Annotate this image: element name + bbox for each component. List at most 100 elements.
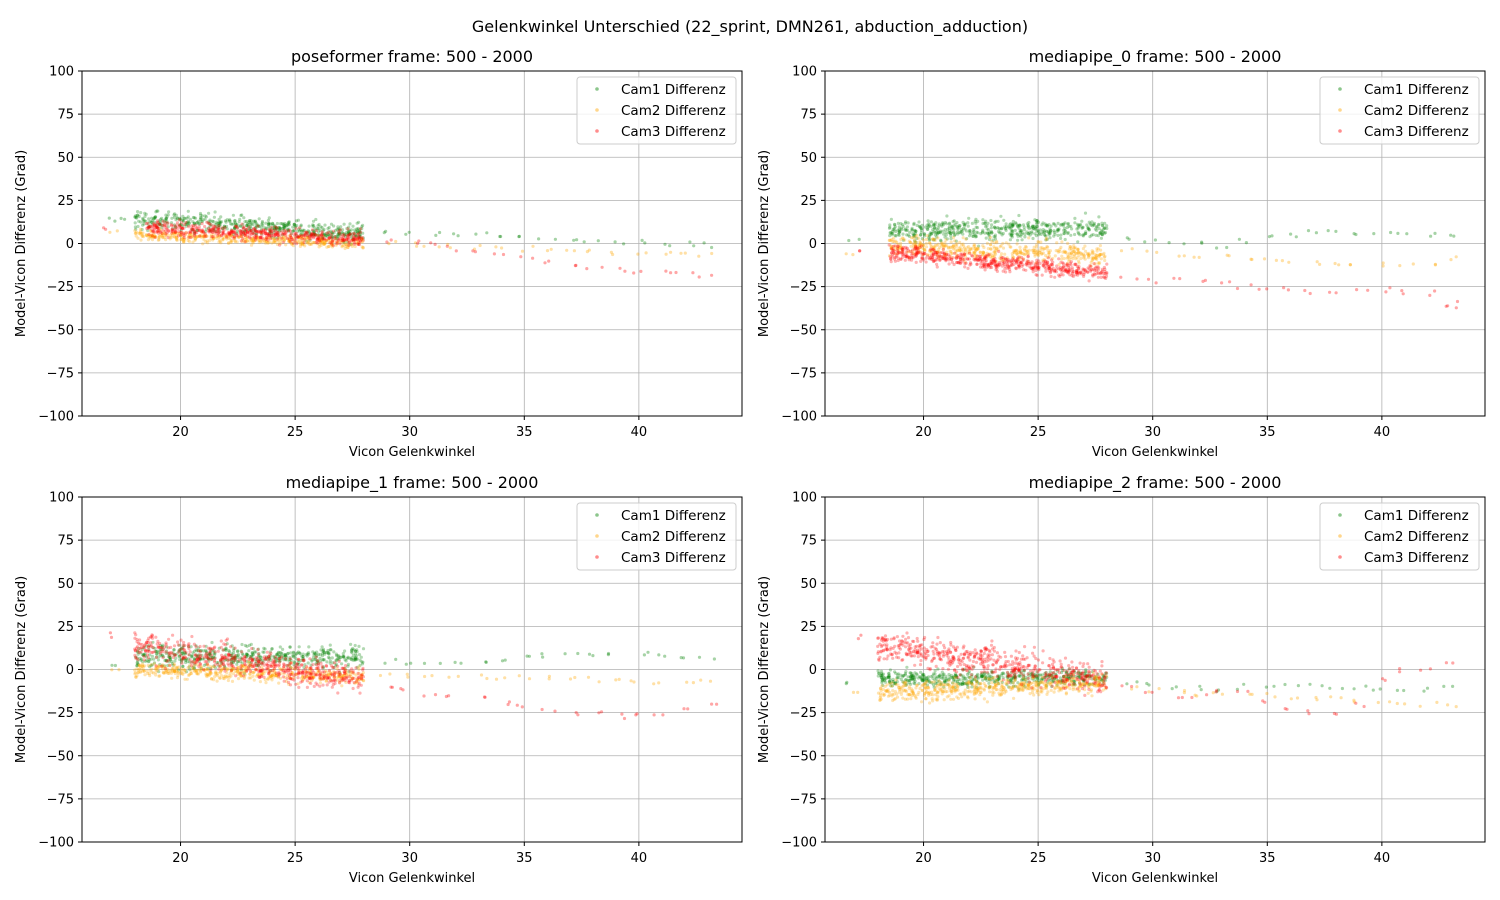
data-point	[323, 237, 327, 241]
data-point	[268, 228, 272, 232]
data-point	[180, 226, 184, 230]
data-point	[1009, 232, 1013, 236]
data-point	[244, 239, 248, 243]
data-point	[316, 227, 320, 231]
data-point	[212, 215, 216, 219]
data-point	[229, 222, 233, 226]
data-point	[299, 232, 303, 236]
data-point	[990, 223, 994, 227]
data-point	[221, 236, 225, 240]
data-point	[1177, 254, 1181, 258]
data-point	[389, 238, 393, 242]
data-point	[146, 225, 150, 229]
data-point	[300, 242, 304, 246]
y-tick-label: 50	[57, 151, 74, 166]
data-point	[330, 236, 334, 240]
data-point	[294, 219, 299, 223]
data-point	[193, 653, 197, 657]
data-point	[890, 237, 894, 242]
data-point	[913, 238, 917, 242]
data-point	[178, 224, 182, 228]
data-point	[282, 238, 286, 242]
data-point	[613, 240, 617, 244]
data-point	[170, 676, 174, 680]
data-point	[947, 258, 951, 262]
data-point	[182, 237, 186, 241]
data-point	[160, 232, 164, 236]
data-point	[639, 269, 643, 273]
data-point	[179, 238, 183, 242]
data-point	[305, 665, 309, 669]
data-point	[1001, 269, 1005, 273]
data-point	[259, 231, 263, 235]
data-point	[851, 253, 855, 257]
data-point	[247, 235, 251, 239]
data-point	[576, 651, 580, 656]
data-point	[1306, 229, 1311, 233]
data-point	[1215, 246, 1219, 250]
data-point	[357, 233, 362, 237]
data-point	[153, 235, 157, 239]
data-point	[1095, 228, 1099, 232]
data-point	[1145, 249, 1149, 253]
data-point	[361, 223, 365, 227]
data-point	[282, 229, 286, 233]
data-point	[268, 222, 273, 226]
data-point	[312, 232, 316, 236]
data-point	[985, 241, 990, 245]
data-point	[981, 218, 985, 222]
data-point	[146, 638, 150, 643]
data-point	[182, 216, 186, 220]
data-point	[235, 225, 239, 229]
data-point	[164, 216, 168, 220]
data-point	[312, 224, 316, 228]
data-point	[309, 232, 313, 236]
data-point	[1057, 267, 1061, 271]
data-point	[309, 681, 313, 686]
scatter-points	[844, 211, 1460, 310]
data-point	[361, 239, 365, 243]
data-point	[267, 222, 271, 226]
data-point	[498, 234, 502, 239]
data-point	[133, 231, 137, 235]
data-point	[1286, 288, 1290, 292]
data-point	[349, 642, 353, 647]
data-point	[266, 221, 271, 225]
x-tick-label: 40	[631, 425, 648, 440]
data-point	[314, 673, 318, 677]
data-point	[710, 245, 714, 250]
data-point	[190, 227, 194, 231]
data-point	[543, 261, 547, 265]
data-point	[172, 648, 176, 652]
data-point	[173, 663, 177, 667]
data-point	[1071, 271, 1075, 276]
data-point	[146, 656, 150, 660]
data-point	[196, 234, 200, 239]
data-point	[146, 671, 150, 676]
data-point	[280, 236, 285, 240]
data-point	[353, 244, 357, 249]
data-point	[214, 226, 218, 230]
data-point	[182, 226, 186, 230]
data-point	[311, 240, 315, 244]
data-point	[686, 707, 690, 711]
data-point	[171, 231, 176, 235]
data-point	[307, 652, 311, 656]
data-point	[378, 673, 383, 678]
data-point	[1056, 250, 1060, 254]
data-point	[1085, 270, 1090, 274]
data-point	[267, 232, 271, 236]
data-point	[135, 213, 140, 217]
data-point	[180, 227, 184, 231]
data-point	[324, 238, 328, 243]
data-point	[920, 253, 924, 257]
data-point	[239, 230, 243, 234]
data-point	[438, 230, 442, 235]
data-point	[249, 642, 253, 647]
data-point	[149, 229, 153, 233]
data-point	[228, 218, 232, 222]
data-point	[474, 232, 478, 236]
legend-marker	[1338, 87, 1342, 91]
data-point	[177, 232, 181, 236]
data-point	[226, 678, 230, 683]
